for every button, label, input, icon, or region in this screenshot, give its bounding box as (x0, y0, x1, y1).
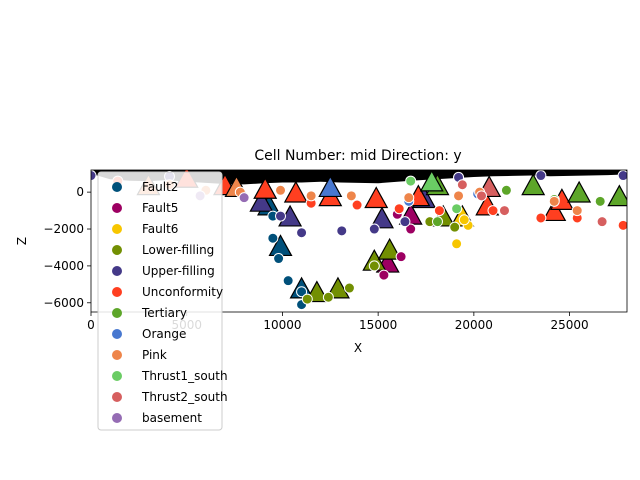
legend-marker-basement (112, 413, 122, 423)
point-unconformity-1 (351, 199, 363, 211)
point-unconformity-4 (487, 205, 499, 217)
x-tick-label-0: 0 (87, 318, 95, 332)
legend-label-orange: Orange (142, 327, 186, 341)
point-upper-filling-6 (399, 216, 411, 228)
legend-label-pink: Pink (142, 348, 167, 362)
orientation-lower-filling-2 (325, 276, 350, 299)
legend-label-thrust1-south: Thrust1_south (141, 369, 228, 383)
point-thrust1-south-1 (451, 203, 463, 215)
legend: Fault2 Fault5 Fault6 Lower-filling Upper-fil… (97, 171, 228, 431)
y-tick-label-2: −4000 (43, 259, 84, 273)
plot-frame (90, 169, 628, 313)
point-unconformity-7 (617, 219, 627, 231)
orientation-tertiary-2 (607, 184, 627, 207)
point-unconformity-3 (433, 205, 445, 217)
x-tick-label-3: 15000 (359, 318, 397, 332)
orientation-upper-filling-0 (249, 189, 274, 212)
legend-marker-thrust2-south (112, 392, 122, 402)
orientation-lower-filling-4 (377, 237, 402, 260)
point-thrust2-south-1 (476, 190, 488, 202)
legend-label-upper-filling: Upper-filling (142, 264, 215, 278)
orientation-unconformity-6 (542, 199, 567, 222)
point-pink-4 (305, 190, 317, 202)
point-upper-filling-0 (91, 170, 97, 182)
y-tick-label-1: −2000 (43, 222, 84, 236)
legend-label-tertiary: Tertiary (141, 306, 187, 320)
legend-label-fault2: Fault2 (142, 180, 178, 194)
point-tertiary-0 (431, 216, 443, 228)
chart-title: Cell Number: mid Direction: y (254, 148, 461, 164)
legend-marker-thrust1-south (112, 371, 122, 381)
point-fault2-3 (282, 275, 294, 287)
point-fault2-4 (296, 286, 308, 298)
orientation-upper-filling-2 (369, 206, 394, 229)
legend-marker-orange (112, 329, 122, 339)
point-upper-filling-3 (296, 227, 308, 239)
legend-label-fault6: Fault6 (142, 222, 178, 236)
x-axis-label: X (354, 341, 362, 355)
orientation-unconformity-1 (283, 180, 308, 203)
x-tick-label-4: 20000 (455, 318, 493, 332)
legend-label-thrust2-south: Thrust2_south (141, 390, 228, 404)
point-pink-6 (403, 192, 415, 204)
legend-marker-pink (112, 350, 122, 360)
point-upper-filling-9 (617, 170, 627, 182)
point-pink-10 (571, 205, 583, 217)
point-fault5-2 (378, 269, 390, 281)
point-pink-7 (453, 190, 465, 202)
legend-marker-fault2 (112, 182, 122, 192)
point-upper-filling-4 (336, 225, 348, 237)
point-fault5-0 (405, 223, 417, 235)
legend-box (97, 171, 223, 431)
legend-marker-fault5 (112, 203, 122, 213)
point-upper-filling-5 (368, 223, 380, 235)
point-unconformity-2 (393, 203, 405, 215)
point-thrust2-south-0 (456, 179, 468, 191)
point-thrust2-south-3 (596, 216, 608, 228)
point-basement-1 (238, 192, 250, 204)
orientation-tertiary-0 (521, 173, 546, 196)
point-upper-filling-2 (275, 210, 287, 222)
legend-marker-upper-filling (112, 266, 122, 276)
point-tertiary-1 (500, 184, 512, 196)
orientation-unconformity-3 (364, 186, 389, 209)
point-fault2-2 (273, 253, 285, 265)
point-fault6-0 (451, 238, 463, 250)
point-pink-3 (275, 184, 287, 196)
point-pink-9 (548, 195, 560, 207)
y-tick-label-0: 0 (76, 185, 84, 199)
legend-marker-tertiary (112, 308, 122, 318)
point-fault2-1 (267, 232, 279, 244)
point-lower-filling-3 (322, 291, 334, 303)
point-lower-filling-1 (449, 221, 461, 233)
point-thrust1-south-0 (405, 175, 417, 187)
orientation-orange-0 (318, 175, 343, 198)
y-axis-label: Z (15, 237, 29, 245)
point-thrust2-south-2 (498, 205, 510, 217)
x-tick-label-2: 10000 (263, 318, 301, 332)
point-fault5-1 (395, 251, 407, 263)
orientation-tertiary-1 (567, 180, 592, 203)
legend-marker-unconformity (112, 287, 122, 297)
legend-marker-fault6 (112, 224, 122, 234)
orientation-unconformity-0 (253, 177, 278, 199)
point-lower-filling-4 (343, 282, 355, 294)
y-tick-label-3: −6000 (43, 296, 84, 310)
point-unconformity-5 (535, 212, 547, 224)
orientation-thrust1-south-0 (419, 170, 444, 192)
point-upper-filling-8 (535, 170, 547, 182)
legend-marker-lower-filling (112, 245, 122, 255)
legend-label-unconformity: Unconformity (142, 285, 223, 299)
point-tertiary-3 (594, 195, 606, 207)
point-fault6-2 (458, 214, 470, 226)
legend-label-basement: basement (142, 411, 202, 425)
legend-label-lower-filling: Lower-filling (142, 243, 214, 257)
point-lower-filling-5 (368, 260, 380, 272)
legend-label-fault5: Fault5 (142, 201, 178, 215)
point-lower-filling-2 (301, 293, 313, 305)
x-tick-label-5: 25000 (550, 318, 588, 332)
point-pink-5 (345, 190, 357, 202)
y-axis: 0 −2000 −4000 −6000 (43, 185, 91, 310)
